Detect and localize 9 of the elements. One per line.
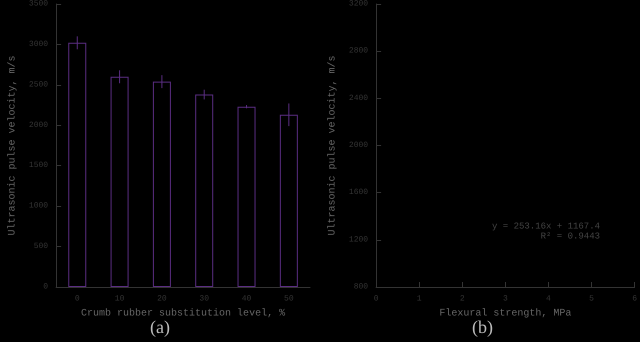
text: (a) (150, 317, 170, 337)
y-axis-title: Ultrasonic pulse velocity, m/s (326, 55, 338, 236)
text: (b) (472, 317, 493, 337)
annotation: y = 253.16x + 1167.4 (492, 222, 600, 232)
y-axis-title: Ultrasonic pulse velocity, m/s (6, 55, 18, 236)
x-axis-title: Crumb rubber substitution level, % (81, 308, 286, 320)
annotation: R² = 0.9443 (540, 232, 600, 242)
bar (238, 106, 256, 287)
x-axis-title: Flexural strength, MPa (439, 308, 572, 320)
